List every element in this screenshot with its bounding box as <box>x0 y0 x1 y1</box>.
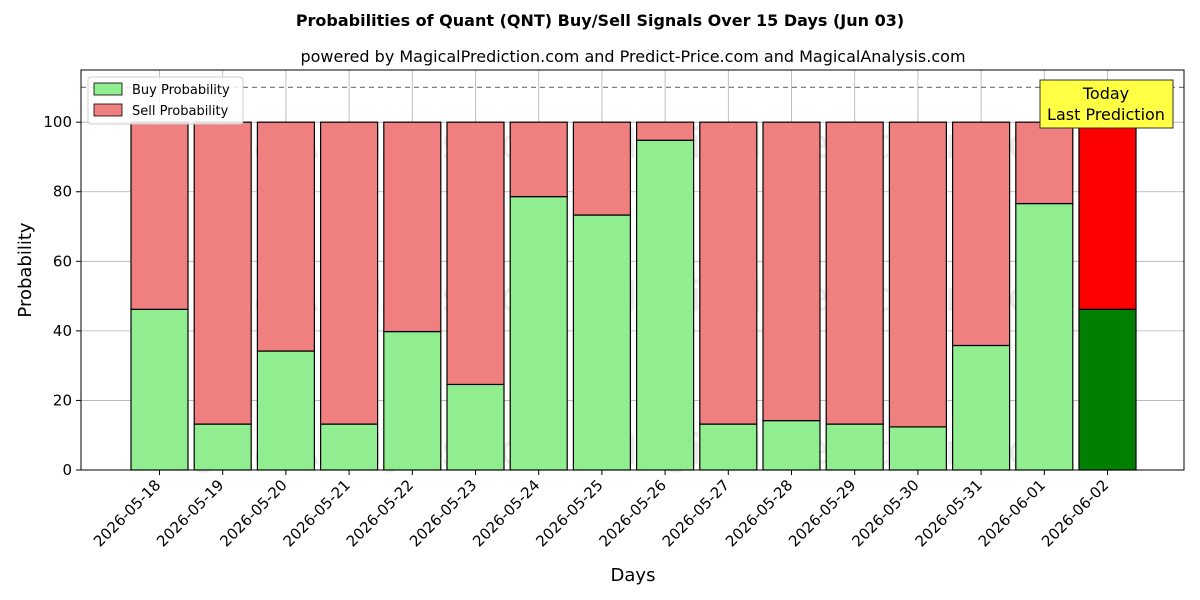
legend: Buy Probability Sell Probability <box>87 76 244 125</box>
x-tick-label: 2026-05-28 <box>722 476 796 550</box>
sell-bar <box>1078 121 1137 310</box>
y-tick-label: 100 <box>43 113 72 131</box>
today-annotation-line1: Today <box>1082 84 1129 103</box>
x-tick-label: 2026-05-21 <box>280 476 354 550</box>
plot-frame <box>80 69 1185 471</box>
sell-bar <box>762 121 821 422</box>
x-axis-label: Days <box>611 565 656 586</box>
sell-bar <box>193 121 252 425</box>
x-tick-label: 2026-05-26 <box>596 476 670 550</box>
legend-sell-label: Sell Probability <box>132 104 229 119</box>
y-axis: 0 20 40 60 80 100 <box>43 113 81 479</box>
x-tick-label: 2026-05-19 <box>153 476 227 550</box>
bars <box>130 121 1137 471</box>
y-tick-label: 20 <box>53 391 72 409</box>
buy-bar <box>699 423 758 471</box>
x-tick-label: 2026-06-02 <box>1038 476 1112 550</box>
buy-bar <box>130 308 189 471</box>
buy-bar <box>193 423 252 471</box>
x-tick-label: 2026-05-22 <box>343 476 417 550</box>
x-tick-label: 2026-05-30 <box>848 476 922 550</box>
x-axis: 2026-05-182026-05-192026-05-202026-05-21… <box>90 470 1112 550</box>
x-tick-label: 2026-05-25 <box>532 476 606 550</box>
sell-bar <box>1015 121 1074 205</box>
chart-title: Probabilities of Quant (QNT) Buy/Sell Si… <box>296 11 904 30</box>
buy-bar <box>825 423 884 471</box>
buy-bar <box>1015 202 1074 471</box>
legend-sell-swatch <box>93 103 123 117</box>
y-tick-label: 0 <box>62 461 72 479</box>
today-annotation: Today Last Prediction <box>1039 79 1174 129</box>
buy-bar <box>572 214 632 471</box>
y-tick-label: 80 <box>53 183 72 201</box>
y-tick-label: 60 <box>53 252 72 270</box>
x-tick-label: 2026-05-24 <box>469 476 543 550</box>
today-annotation-box <box>1039 79 1174 129</box>
x-tick-label: 2026-05-23 <box>406 476 480 550</box>
buy-bar <box>1078 308 1137 471</box>
x-tick-label: 2026-06-01 <box>975 476 1049 550</box>
sell-bar <box>130 121 189 310</box>
x-tick-label: 2026-05-29 <box>785 476 859 550</box>
buy-bar <box>888 426 948 471</box>
legend-buy-label: Buy Probability <box>132 83 230 98</box>
buy-bar <box>446 383 505 471</box>
legend-buy-swatch <box>93 82 123 96</box>
sell-bar <box>888 121 948 428</box>
buy-bar <box>320 423 379 471</box>
legend-box <box>87 76 244 125</box>
sell-bar <box>635 121 695 141</box>
x-tick-label: 2026-05-27 <box>659 476 733 550</box>
sell-bar <box>825 121 884 425</box>
chart-subtitle: powered by MagicalPrediction.com and Pre… <box>300 47 965 66</box>
x-tick-label: 2026-05-18 <box>90 476 164 550</box>
x-tick-label: 2026-05-20 <box>216 476 290 550</box>
sell-bar <box>383 121 442 333</box>
buy-bar <box>383 330 442 471</box>
x-tick-label: 2026-05-31 <box>912 476 986 550</box>
buy-bar <box>509 196 568 471</box>
buy-bar <box>256 350 315 471</box>
buy-bar <box>762 420 821 471</box>
sell-bar <box>320 121 379 425</box>
y-axis-label: Probability <box>15 222 36 317</box>
sell-bar <box>699 121 758 425</box>
sell-bar <box>446 121 505 386</box>
sell-bar <box>256 121 315 352</box>
buy-bar <box>951 344 1011 471</box>
sell-bar <box>509 121 568 198</box>
today-annotation-line2: Last Prediction <box>1047 105 1165 124</box>
sell-bar <box>572 121 632 216</box>
y-tick-label: 40 <box>53 322 72 340</box>
buy-bar <box>635 139 695 471</box>
sell-bar <box>951 121 1011 347</box>
